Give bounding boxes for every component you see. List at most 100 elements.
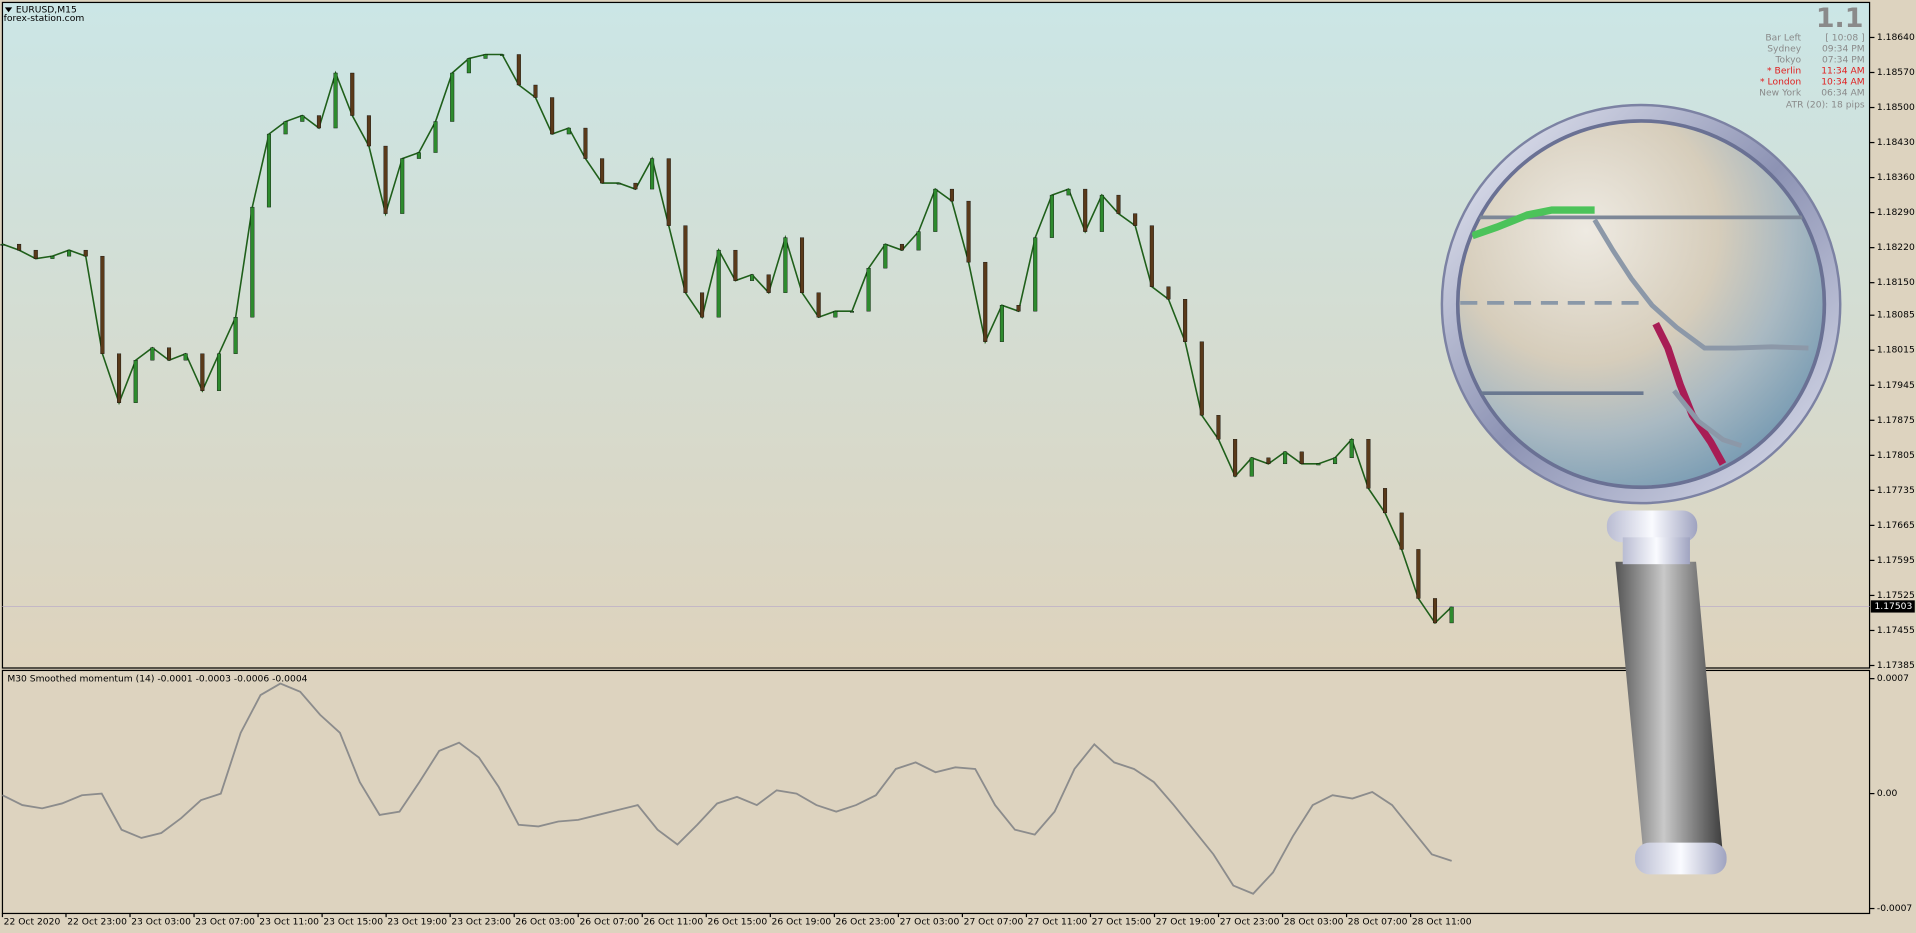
candle [483,54,488,59]
candle [683,225,688,293]
candle [866,267,871,312]
symbol-label: EURUSD,M15 [16,4,77,15]
x-tick-label: 26 Oct 19:00 [772,917,832,928]
candle [316,115,321,129]
candle [799,237,805,293]
candle [133,360,138,403]
candle [766,274,771,293]
candle [1266,457,1271,465]
x-tick-label: 26 Oct 15:00 [708,917,768,928]
magnifier-icon [1440,103,1842,875]
candle [300,115,305,122]
candle [933,188,938,232]
candle [633,182,638,190]
candle [383,145,388,214]
candle [650,158,655,190]
menu-arrow[interactable] [4,7,13,13]
candle [783,237,788,293]
y-tick-label: 0.00 [1877,788,1898,799]
candle [1399,512,1404,550]
candle [500,54,505,56]
current-price-label: 1.17503 [1874,601,1912,612]
candle [350,72,355,116]
candle [1016,305,1021,312]
candle [83,249,88,257]
candle [883,243,888,269]
candle [1066,188,1071,196]
candle [983,261,988,342]
y-tick-label: 1.17595 [1877,555,1915,566]
x-tick-label: 27 Oct 19:00 [1156,917,1216,928]
candle [550,97,555,135]
y-tick-label: 1.17735 [1877,485,1915,496]
candle [1233,439,1238,477]
x-tick-label: 27 Oct 11:00 [1028,917,1088,928]
candle [167,347,172,361]
candle [516,54,521,86]
candle [1199,341,1204,416]
y-tick-label: 1.17665 [1877,520,1915,531]
candle [1033,237,1038,312]
candle [250,206,255,318]
x-tick-label: 23 Oct 19:00 [387,917,447,928]
y-tick-label: 1.18150 [1877,277,1915,288]
indicator-title: M30 Smoothed momentum (14) -0.0001 -0.00… [7,673,307,684]
x-tick-label: 28 Oct 11:00 [1412,917,1472,928]
session-name: Bar Left [1765,32,1801,43]
candle [966,200,971,263]
y-tick-label: 1.18430 [1877,137,1915,148]
candle [283,121,288,135]
candle [1133,213,1138,226]
candle [600,158,605,184]
candle [616,182,621,185]
x-tick-label: 22 Oct 2020 [4,917,61,928]
session-name: * London [1760,76,1801,87]
y-tick-label: 1.18360 [1877,172,1915,183]
current-price-box [1870,600,1915,613]
y-tick-label: 1.17385 [1877,660,1915,671]
candle [1333,457,1338,465]
x-tick-label: 26 Oct 03:00 [515,917,575,928]
y-tick-label: 1.18570 [1877,67,1915,78]
candle [1299,451,1304,465]
candle [1366,439,1371,489]
candle [1349,439,1354,459]
x-tick-label: 26 Oct 23:00 [836,917,896,928]
candle [533,84,538,98]
candle [1116,194,1121,214]
candle [716,249,721,318]
x-tick-label: 23 Oct 03:00 [131,917,191,928]
candle [333,72,338,129]
candle [949,188,954,202]
candle [400,158,405,214]
y-tick-label: 1.18500 [1877,102,1915,113]
candle [1449,606,1454,624]
candle [366,115,371,147]
x-tick-label: 28 Oct 03:00 [1284,917,1344,928]
candle [1149,225,1154,287]
session-time: 06:34 AM [1821,87,1864,98]
candle [1166,286,1171,300]
candle [583,127,588,159]
candle [100,255,105,354]
candle [200,353,205,391]
candle [183,353,188,361]
candle [1432,598,1438,624]
spread-value: 1.1 [1816,3,1864,34]
y-tick-label: 1.18640 [1877,32,1915,43]
y-tick-label: 1.18220 [1877,242,1915,253]
candle [1383,488,1388,514]
candle [899,243,904,251]
candle [266,133,271,208]
y-tick-label: 0.0007 [1877,673,1909,684]
y-tick-label: 1.18085 [1877,310,1915,321]
x-tick-label: 23 Oct 15:00 [323,917,383,928]
y-tick-label: 1.17525 [1877,590,1915,601]
x-tick-label: 27 Oct 03:00 [900,917,960,928]
x-tick-label: 28 Oct 07:00 [1348,917,1408,928]
candle [416,152,421,159]
x-tick-label: 26 Oct 11:00 [643,917,703,928]
candle [117,353,122,403]
y-tick-label: 1.17455 [1877,625,1915,636]
